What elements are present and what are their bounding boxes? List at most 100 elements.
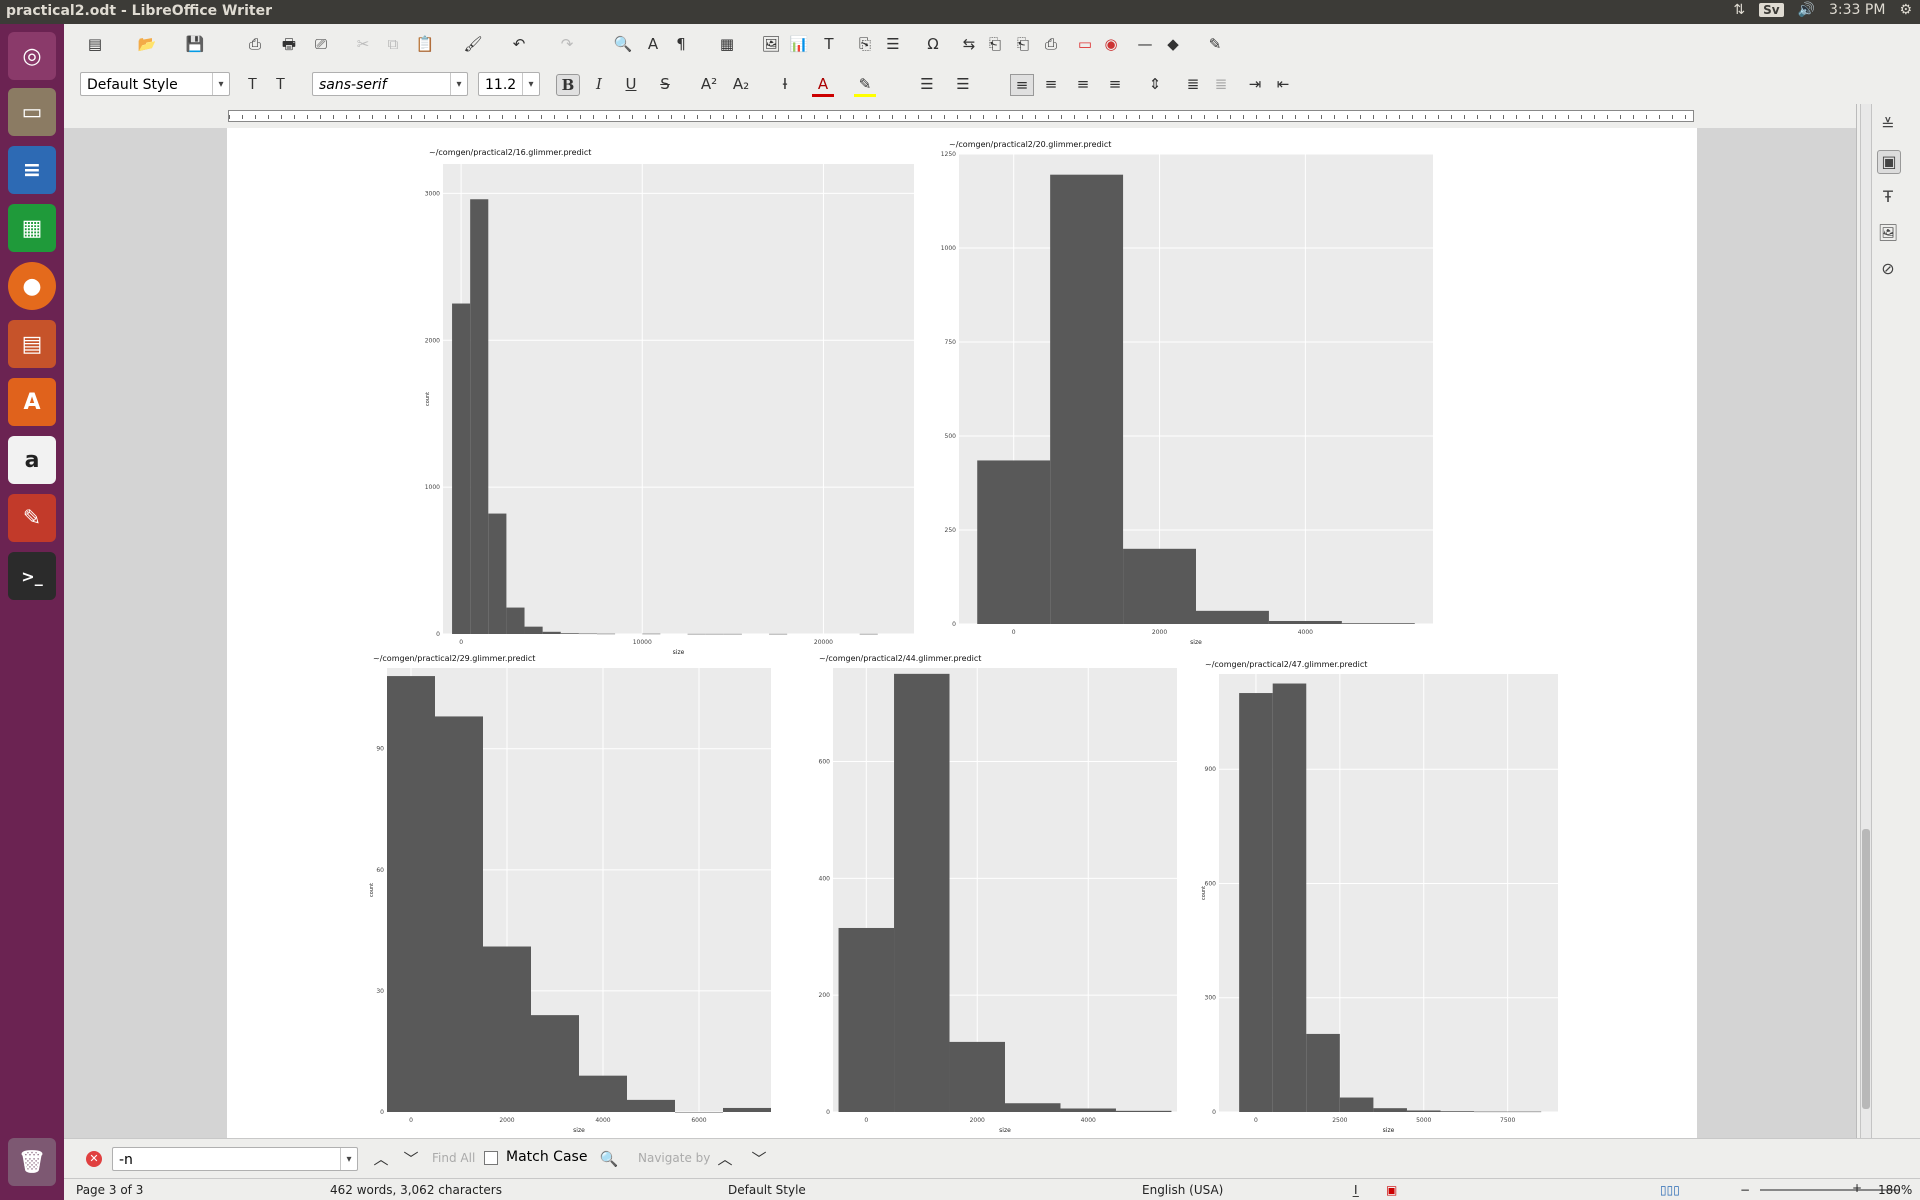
volume-icon[interactable]: 🔊 (1797, 2, 1816, 18)
insert-chart-icon[interactable]: 📊 (789, 35, 809, 53)
scrollbar-thumb[interactable] (1862, 829, 1870, 1109)
subscript-icon[interactable]: A₂ (732, 75, 750, 93)
strikethrough-button[interactable]: S (660, 75, 670, 93)
impress-icon[interactable]: ▤ (8, 320, 56, 368)
formatting-marks-icon[interactable]: ¶ (676, 35, 686, 53)
increase-paragraph-spacing-icon[interactable]: ≣ (1186, 75, 1200, 93)
document-page[interactable]: ~/comgen/practical2/16.glimmer.predict 0… (227, 128, 1697, 1138)
histogram-47[interactable]: ~/comgen/practical2/47.glimmer.predict 0… (1199, 660, 1564, 1138)
chevron-down-icon[interactable]: ▾ (212, 73, 229, 95)
zoom-in-icon[interactable]: + (1852, 1181, 1863, 1195)
clone-formatting-icon[interactable]: 🖌 (463, 35, 483, 53)
properties-icon[interactable]: ≚ (1881, 115, 1895, 134)
align-center-icon[interactable]: ≡ (1044, 75, 1058, 93)
files-icon[interactable]: ▭ (8, 88, 56, 136)
page-count[interactable]: Page 3 of 3 (76, 1183, 144, 1197)
find-previous-icon[interactable]: ︿ (373, 1150, 389, 1168)
special-character-icon[interactable]: Ω (927, 35, 939, 53)
italic-button[interactable]: I (596, 75, 602, 93)
justify-icon[interactable]: ≡ (1108, 75, 1122, 93)
comment-icon[interactable]: ▭ (1077, 35, 1093, 53)
keyboard-layout[interactable]: Sv (1759, 3, 1784, 17)
terminal-icon[interactable]: >_ (8, 552, 56, 600)
network-icon[interactable]: ⇅ (1733, 2, 1746, 18)
page-break-icon[interactable]: ⎘ (858, 35, 871, 53)
draw-functions-icon[interactable]: ✎ (1208, 35, 1222, 53)
insert-textbox-icon[interactable]: T (824, 35, 834, 53)
line-spacing-icon[interactable]: ⇕ (1148, 75, 1162, 93)
paste-icon[interactable]: 📋 (415, 35, 435, 53)
find-all-button[interactable]: Find All (432, 1151, 476, 1165)
histogram-44[interactable]: ~/comgen/practical2/44.glimmer.predict 0… (813, 654, 1183, 1138)
trash-icon[interactable]: 🗑 (8, 1138, 56, 1186)
font-name-select[interactable]: sans-serif ▾ (312, 72, 468, 96)
system-settings-icon[interactable]: ✎ (8, 494, 56, 542)
bold-button[interactable]: B (556, 74, 580, 96)
insert-table-icon[interactable]: ▦ (719, 35, 735, 53)
underline-button[interactable]: U (625, 75, 637, 93)
ubuntu-dash-icon[interactable]: ◎ (8, 32, 56, 80)
match-case-label[interactable]: Match Case (506, 1149, 588, 1165)
gallery-icon[interactable]: 🖼 (1877, 223, 1899, 242)
font-color-icon[interactable]: A (812, 74, 834, 97)
basic-shapes-icon[interactable]: ◆ (1167, 35, 1179, 53)
hyperlink-icon[interactable]: ⇆ (962, 35, 976, 53)
zoom-out-icon[interactable]: − (1740, 1183, 1751, 1197)
align-right-icon[interactable]: ≡ (1076, 75, 1090, 93)
navigate-next-icon[interactable]: ﹀ (751, 1150, 767, 1168)
bullet-list-icon[interactable]: ☰ (920, 75, 934, 93)
footnote-icon[interactable]: ⎗ (988, 35, 1001, 53)
open-icon[interactable]: 📂 (137, 35, 157, 53)
print-icon[interactable]: 🖶 (281, 35, 297, 53)
new-document-icon[interactable]: ▤ (87, 35, 103, 53)
copy-icon[interactable]: ⧉ (387, 35, 399, 53)
paragraph-style-select[interactable]: Default Style ▾ (80, 72, 230, 96)
calc-icon[interactable]: ▦ (8, 204, 56, 252)
clock[interactable]: 3:33 PM (1829, 2, 1886, 18)
export-pdf-icon[interactable]: ⎙ (248, 35, 261, 53)
navigator-icon[interactable]: ⊘ (1881, 259, 1895, 278)
chevron-down-icon[interactable]: ▾ (522, 73, 539, 95)
undo-icon[interactable]: ↶ (512, 35, 526, 53)
zoom-slider[interactable] (1760, 1189, 1900, 1191)
align-left-icon[interactable]: ≡ (1010, 74, 1034, 96)
clear-formatting-icon[interactable]: Ɨ (782, 75, 788, 93)
document-modified-icon[interactable]: ▣ (1386, 1183, 1398, 1197)
match-case-checkbox[interactable] (484, 1151, 498, 1165)
save-icon[interactable]: 💾 (185, 35, 205, 53)
decrease-paragraph-spacing-icon[interactable]: ≣ (1214, 75, 1228, 93)
writer-icon[interactable]: ≡ (8, 146, 56, 194)
chevron-down-icon[interactable]: ▾ (340, 1148, 357, 1170)
insert-line-icon[interactable]: — (1137, 35, 1153, 53)
numbered-list-icon[interactable]: ☰ (956, 75, 970, 93)
language[interactable]: English (USA) (1142, 1183, 1224, 1197)
view-layout-icons[interactable]: ▯▯▯ (1660, 1183, 1680, 1197)
firefox-icon[interactable]: ● (8, 262, 56, 310)
superscript-icon[interactable]: A² (700, 75, 718, 93)
track-changes-icon[interactable]: ◉ (1104, 35, 1118, 53)
search-input[interactable]: -n ▾ (112, 1147, 358, 1171)
find-next-icon[interactable]: ﹀ (403, 1150, 419, 1168)
close-findbar-icon[interactable]: ✕ (86, 1151, 102, 1167)
cut-icon[interactable]: ✂ (356, 35, 370, 53)
chevron-down-icon[interactable]: ▾ (450, 73, 467, 95)
word-count[interactable]: 462 words, 3,062 characters (330, 1183, 502, 1197)
print-preview-icon[interactable]: ⎚ (314, 35, 327, 53)
vertical-scrollbar[interactable] (1860, 104, 1872, 1138)
highlight-icon[interactable]: ✎ (854, 74, 876, 97)
insert-image-icon[interactable]: 🖼 (761, 35, 781, 53)
redo-icon[interactable]: ↷ (560, 35, 574, 53)
update-style-icon[interactable]: Ꭲ (248, 75, 258, 93)
histogram-16[interactable]: ~/comgen/practical2/16.glimmer.predict 0… (423, 148, 920, 660)
navigate-previous-icon[interactable]: ︿ (717, 1150, 733, 1168)
new-style-icon[interactable]: Ꭲ (276, 75, 286, 93)
settings-gear-icon[interactable]: ⚙ (1899, 2, 1912, 18)
bookmark-icon[interactable]: ⎙ (1044, 35, 1057, 53)
find-replace-icon[interactable]: 🔍 (599, 1150, 619, 1168)
histogram-20[interactable]: ~/comgen/practical2/20.glimmer.predict 0… (939, 140, 1439, 650)
amazon-icon[interactable]: a (8, 436, 56, 484)
endnote-icon[interactable]: ⎗ (1016, 35, 1029, 53)
histogram-29[interactable]: ~/comgen/practical2/29.glimmer.predict 0… (367, 654, 777, 1138)
spelling-icon[interactable]: A (647, 35, 659, 53)
font-size-select[interactable]: 11.2 ▾ (478, 72, 540, 96)
